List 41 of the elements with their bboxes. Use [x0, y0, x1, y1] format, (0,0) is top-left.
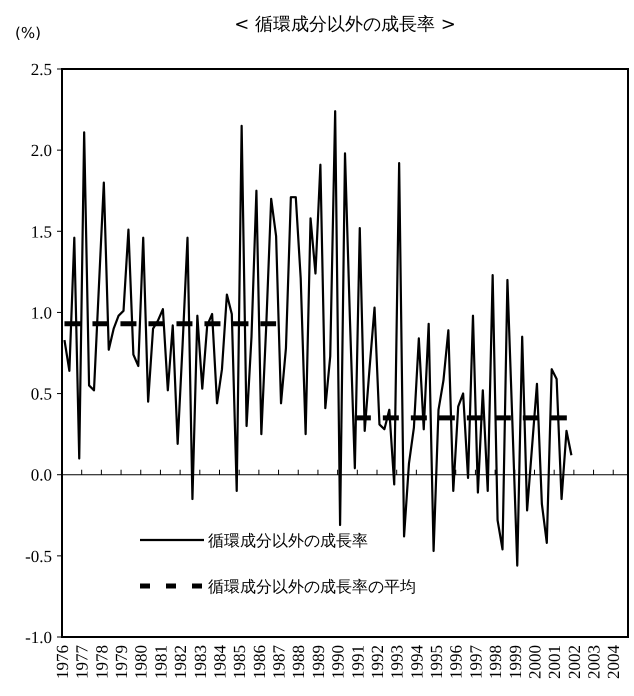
chart-title: < 循環成分以外の成長率 > — [234, 14, 456, 35]
y-tick-label: -1.0 — [25, 628, 52, 647]
y-tick-label: -0.5 — [25, 546, 52, 566]
x-tick-label: 1999 — [506, 645, 525, 679]
x-tick-label: 1991 — [348, 645, 368, 679]
x-tick-label: 2002 — [564, 645, 584, 679]
y-tick-label: 0.5 — [30, 384, 52, 404]
x-tick-label: 1988 — [289, 645, 308, 679]
x-tick-label: 1978 — [92, 645, 112, 679]
y-tick-label: 0.0 — [30, 466, 52, 485]
y-tick-label: 2.5 — [30, 60, 52, 79]
y-axis-title: (%) — [15, 24, 41, 42]
x-tick-label: 1985 — [230, 645, 250, 679]
y-tick-label: 1.5 — [30, 222, 52, 242]
x-tick-label: 1977 — [72, 644, 92, 679]
x-tick-label: 2001 — [545, 645, 564, 679]
y-tick-label: 1.0 — [30, 303, 52, 322]
x-tick-label: 1981 — [151, 645, 170, 679]
legend-label: 循環成分以外の成長率の平均 — [208, 577, 416, 596]
x-tick-label: 2003 — [584, 645, 604, 679]
x-tick-label: 1998 — [486, 645, 506, 679]
x-tick-label: 2004 — [604, 644, 624, 679]
x-tick-label: 1997 — [466, 644, 486, 679]
x-tick-label: 1992 — [368, 645, 387, 679]
x-tick-label: 1993 — [388, 645, 407, 679]
x-tick-label: 1976 — [53, 645, 72, 679]
x-tick-label: 1995 — [427, 645, 446, 679]
x-tick-label: 1983 — [190, 645, 210, 679]
x-tick-label: 1990 — [328, 645, 348, 679]
y-tick-label: 2.0 — [30, 141, 52, 160]
x-tick-label: 1994 — [407, 644, 426, 679]
x-tick-label: 1987 — [270, 644, 289, 679]
x-tick-label: 1980 — [132, 645, 151, 679]
x-tick-label: 2000 — [525, 645, 544, 679]
x-tick-label: 1984 — [210, 644, 230, 679]
legend-label: 循環成分以外の成長率 — [208, 531, 368, 550]
x-tick-label: 1989 — [308, 645, 328, 679]
x-tick-label: 1986 — [250, 645, 269, 679]
x-tick-label: 1982 — [171, 645, 190, 679]
x-tick-label: 1979 — [112, 645, 132, 679]
x-tick-label: 1996 — [446, 645, 466, 679]
